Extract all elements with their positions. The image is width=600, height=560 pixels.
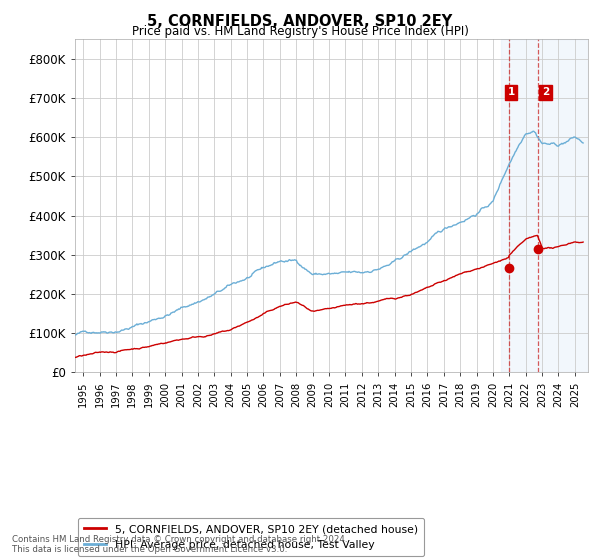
Legend: 5, CORNFIELDS, ANDOVER, SP10 2EY (detached house), HPI: Average price, detached : 5, CORNFIELDS, ANDOVER, SP10 2EY (detach… — [78, 518, 424, 556]
Text: 5, CORNFIELDS, ANDOVER, SP10 2EY: 5, CORNFIELDS, ANDOVER, SP10 2EY — [148, 14, 452, 29]
Text: This data is licensed under the Open Government Licence v3.0.: This data is licensed under the Open Gov… — [12, 545, 287, 554]
Bar — [501, 39, 588, 372]
Text: 1: 1 — [508, 87, 515, 97]
Text: 2: 2 — [542, 87, 549, 97]
Text: Price paid vs. HM Land Registry's House Price Index (HPI): Price paid vs. HM Land Registry's House … — [131, 25, 469, 38]
Text: Contains HM Land Registry data © Crown copyright and database right 2024.: Contains HM Land Registry data © Crown c… — [12, 535, 347, 544]
